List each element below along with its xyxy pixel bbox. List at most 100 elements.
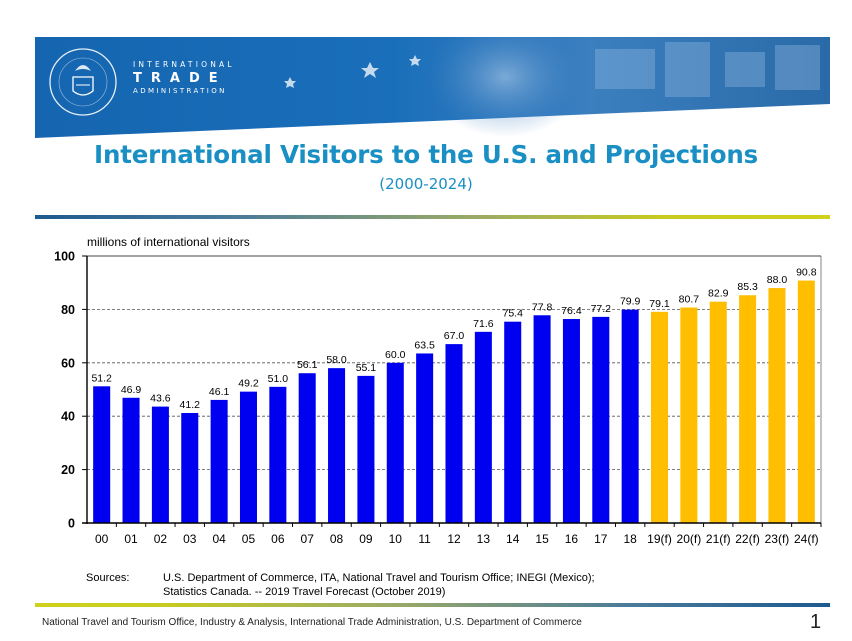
- data-label: 77.2: [591, 303, 612, 315]
- forecast-bar: [680, 307, 698, 523]
- actual-bar: [386, 362, 404, 523]
- x-tick-label: 10: [389, 532, 403, 546]
- data-label: 71.6: [473, 318, 494, 330]
- x-tick-label: 23(f): [765, 532, 790, 546]
- data-label: 63.5: [414, 339, 435, 351]
- data-label: 58.0: [326, 354, 347, 366]
- data-label: 43.6: [150, 393, 171, 405]
- actual-bar: [621, 309, 639, 523]
- x-tick-label: 08: [330, 532, 344, 546]
- x-tick-label: 05: [242, 532, 256, 546]
- data-label: 67.0: [444, 330, 465, 342]
- actual-bar: [562, 319, 580, 523]
- x-tick-label: 02: [154, 532, 168, 546]
- forecast-bar: [709, 301, 727, 523]
- y-tick-label: 20: [61, 463, 75, 477]
- logo-line-international: INTERNATIONAL: [133, 60, 235, 69]
- slide-title: International Visitors to the U.S. and P…: [94, 140, 758, 169]
- data-label: 51.0: [268, 373, 289, 385]
- x-tick-label: 13: [477, 532, 491, 546]
- page-number: 1: [810, 611, 822, 633]
- data-label: 56.1: [297, 359, 318, 371]
- x-tick-label: 03: [183, 532, 197, 546]
- top-divider: [35, 215, 830, 219]
- bottom-divider: [35, 603, 830, 607]
- x-tick-label: 15: [535, 532, 549, 546]
- x-tick-label: 14: [506, 532, 520, 546]
- actual-bar: [357, 375, 375, 523]
- actual-bar: [445, 344, 463, 523]
- actual-bar: [298, 373, 316, 523]
- department-of-commerce-seal-icon: [49, 48, 117, 116]
- actual-bar: [416, 353, 434, 523]
- x-tick-label: 11: [418, 532, 431, 546]
- ita-logo: INTERNATIONAL TRADE ADMINISTRATION: [133, 60, 235, 95]
- data-label: 60.0: [385, 349, 406, 361]
- data-label: 82.9: [708, 288, 729, 300]
- x-tick-label: 01: [124, 532, 138, 546]
- sources-line-1: U.S. Department of Commerce, ITA, Nation…: [163, 572, 595, 584]
- x-tick-label: 04: [212, 532, 226, 546]
- sources-text: U.S. Department of Commerce, ITA, Nation…: [163, 571, 683, 599]
- y-tick-label: 0: [68, 517, 75, 531]
- y-tick-label: 40: [61, 410, 75, 424]
- data-label: 90.8: [796, 267, 817, 279]
- data-label: 80.7: [679, 294, 700, 306]
- x-tick-label: 20(f): [677, 532, 702, 546]
- x-tick-label: 16: [565, 532, 579, 546]
- forecast-bar: [651, 311, 669, 523]
- actual-bar: [592, 316, 610, 523]
- actual-bar: [269, 386, 287, 523]
- x-tick-label: 22(f): [735, 532, 760, 546]
- x-tick-label: 09: [359, 532, 373, 546]
- actual-bar: [504, 321, 522, 523]
- header-banner: [35, 37, 830, 139]
- x-tick-label: 19(f): [647, 532, 672, 546]
- data-label: 76.4: [561, 305, 582, 317]
- x-tick-label: 17: [594, 532, 608, 546]
- data-label: 51.2: [91, 372, 112, 384]
- data-label: 46.9: [121, 384, 142, 396]
- data-label: 46.1: [209, 386, 230, 398]
- y-axis-label: millions of international visitors: [87, 235, 250, 249]
- forecast-bar: [739, 295, 757, 523]
- actual-bar: [151, 406, 169, 523]
- y-tick-label: 100: [54, 250, 75, 264]
- data-label: 85.3: [737, 281, 758, 293]
- slide-subtitle: (2000-2024): [379, 175, 473, 193]
- actual-bar: [474, 331, 492, 523]
- x-tick-label: 07: [301, 532, 315, 546]
- x-tick-label: 24(f): [794, 532, 819, 546]
- actual-bar: [328, 368, 346, 523]
- data-label: 55.1: [356, 362, 377, 374]
- x-tick-label: 06: [271, 532, 285, 546]
- actual-bar: [93, 386, 111, 523]
- data-label: 49.2: [238, 378, 259, 390]
- footer-text: National Travel and Tourism Office, Indu…: [42, 617, 582, 628]
- data-label: 79.1: [649, 298, 670, 310]
- sources-label: Sources:: [86, 572, 130, 584]
- logo-line-administration: ADMINISTRATION: [133, 87, 227, 95]
- logo-line-trade: TRADE: [133, 71, 227, 86]
- data-label: 41.2: [180, 399, 201, 411]
- data-label: 88.0: [767, 274, 788, 286]
- x-tick-label: 21(f): [706, 532, 731, 546]
- banner-graphic: [35, 37, 830, 138]
- forecast-bar: [768, 288, 786, 523]
- sources-line-2: Statistics Canada. -- 2019 Travel Foreca…: [163, 586, 446, 598]
- bar-chart: millions of international visitors 02040…: [54, 235, 822, 546]
- data-label: 77.8: [532, 301, 553, 313]
- forecast-bar: [797, 280, 815, 523]
- y-tick-label: 60: [61, 356, 75, 370]
- actual-bar: [210, 399, 228, 523]
- x-tick-label: 00: [95, 532, 109, 546]
- x-tick-label: 18: [623, 532, 637, 546]
- x-tick-label: 12: [447, 532, 461, 546]
- actual-bar: [122, 397, 140, 523]
- actual-bar: [239, 391, 257, 523]
- data-label: 75.4: [503, 308, 524, 320]
- actual-bar: [533, 315, 551, 523]
- actual-bar: [181, 412, 199, 523]
- data-label: 79.9: [620, 296, 641, 308]
- y-tick-label: 80: [61, 303, 75, 317]
